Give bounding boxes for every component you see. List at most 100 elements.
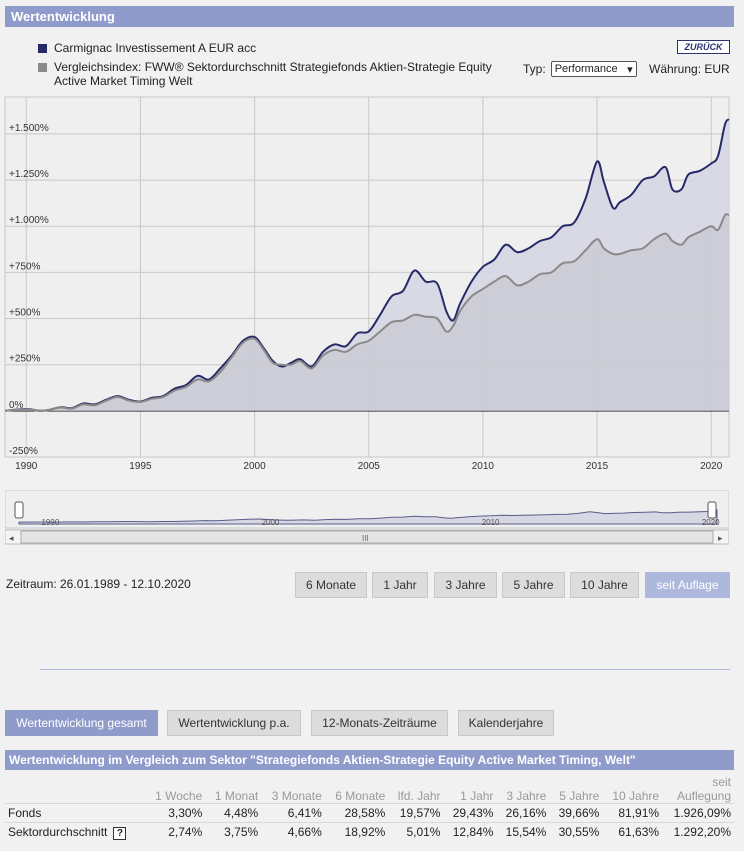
tab-annual-performance[interactable]: Wertentwicklung p.a. (167, 710, 301, 736)
table-cell: 5,01% (388, 821, 444, 842)
table-cell: 81,91% (602, 802, 663, 822)
period-since-inception-button[interactable]: seit Auflage (645, 572, 730, 598)
divider (40, 669, 730, 670)
period-3-years-button[interactable]: 3 Jahre (434, 572, 497, 598)
index-line (4, 213, 730, 412)
navigator-left-handle[interactable] (14, 501, 24, 519)
table-cell: 30,55% (549, 821, 603, 842)
x-tick-label: 2000 (243, 461, 266, 472)
table-cell: 28,58% (324, 802, 389, 822)
column-header: 3 Monate (271, 788, 322, 803)
period-10-years-button[interactable]: 10 Jahre (570, 572, 639, 598)
legend-index-label-line2: Active Market Timing Welt (54, 74, 193, 88)
column-header: 5 Jahre (559, 788, 600, 803)
section-title: Wertentwicklung (11, 9, 115, 24)
scrollbar-grip-icon: III (362, 534, 369, 543)
column-header: 1 Monat (214, 788, 259, 803)
tab-total-performance[interactable]: Wertentwicklung gesamt (5, 710, 158, 736)
table-header: Wertentwicklung im Vergleich zum Sektor … (5, 750, 734, 770)
column-header-line: Auflegung (676, 788, 731, 803)
period-6-months-button[interactable]: 6 Monate (295, 572, 367, 598)
type-label: Typ: (523, 62, 546, 76)
legend-index: Vergleichsindex: FWW® Sektordurchschnitt… (38, 60, 492, 88)
help-icon[interactable]: ? (113, 826, 127, 840)
table-cell: 3,30% (145, 802, 206, 822)
column-header: lfd. Jahr (397, 788, 441, 803)
table-cell: 4,48% (205, 802, 262, 822)
legend-fund-label: Carmignac Investissement A EUR acc (54, 41, 257, 55)
legend-index-text: Vergleichsindex: FWW® Sektordurchschnitt… (54, 60, 492, 88)
currency-label: Währung: EUR (649, 62, 730, 76)
row-label: Fonds (5, 802, 145, 822)
x-tick-label: 1995 (129, 461, 152, 472)
table-cell: 6,41% (261, 802, 325, 822)
period-1-year-button[interactable]: 1 Jahr (372, 572, 428, 598)
series-area-1 (5, 214, 729, 411)
period-label: Zeitraum: 26.01.1989 - 12.10.2020 (6, 577, 191, 591)
navigator-tick-label: 2020 (702, 518, 720, 527)
table-cell: 1.926,09% (662, 802, 734, 822)
tab-calendar-years[interactable]: Kalenderjahre (458, 710, 554, 736)
scroll-left-icon[interactable]: ◂ (9, 533, 14, 543)
type-select[interactable]: Performance ▾ (550, 61, 637, 77)
navigator-svg: 1990 2000 2010 2020 ◂ ▸ III (4, 489, 730, 545)
navigator-tick-label: 2010 (482, 518, 500, 527)
y-tick-label: +750% (9, 261, 41, 272)
column-header-line: seit (712, 774, 731, 789)
type-control: Typ: Performance ▾ (523, 61, 637, 77)
navigator-scrollbar-thumb[interactable] (20, 530, 714, 544)
navigator-labels: 1990 2000 2010 2020 (41, 518, 720, 527)
period-5-years-button[interactable]: 5 Jahre (502, 572, 565, 598)
table-row: Sektordurchschnitt? 2,74% 3,75% 4,66% 18… (5, 821, 734, 842)
navigator-series (18, 509, 718, 525)
chevron-down-icon: ▾ (627, 63, 633, 76)
table-cell: 15,54% (496, 821, 550, 842)
x-tick-label: 2005 (358, 461, 381, 472)
section-header: Wertentwicklung (5, 6, 734, 27)
table-cell: 2,74% (145, 821, 206, 842)
time-navigator[interactable]: 1990 2000 2010 2020 ◂ ▸ III (4, 489, 730, 546)
legend-index-swatch (38, 63, 47, 72)
table-cell: 19,57% (388, 802, 444, 822)
table-cell: 61,63% (602, 821, 663, 842)
column-header: 10 Jahre (612, 788, 660, 803)
column-header-since-inception: seit Auflegung (662, 771, 734, 803)
y-tick-label: -250% (9, 446, 38, 457)
y-tick-label: +500% (9, 308, 41, 319)
legend-fund: Carmignac Investissement A EUR acc (38, 41, 256, 55)
x-tick-label: 1990 (15, 461, 38, 472)
table-header-row: 1 Woche 1 Monat 3 Monate 6 Monate lfd. J… (5, 771, 734, 803)
y-tick-label: +250% (9, 354, 41, 365)
y-tick-label: +1.250% (9, 169, 49, 180)
table-cell: 29,43% (443, 802, 497, 822)
table-cell: 3,75% (205, 821, 262, 842)
tab-12-month-periods[interactable]: 12-Monats-Zeiträume (311, 710, 448, 736)
y-tick-label: 0% (9, 400, 24, 411)
navigator-tick-label: 2000 (262, 518, 280, 527)
performance-table: 1 Woche 1 Monat 3 Monate 6 Monate lfd. J… (5, 771, 734, 842)
y-tick-label: +1.000% (9, 215, 49, 226)
column-header: 1 Jahr (460, 788, 494, 803)
x-axis-labels: 1990 1995 2000 2005 2010 2015 2020 (15, 461, 723, 472)
table-title: Wertentwicklung im Vergleich zum Sektor … (9, 753, 636, 767)
y-tick-label: +1.500% (9, 123, 49, 134)
row-label-cell: Sektordurchschnitt? (5, 821, 145, 842)
type-select-value: Performance (554, 63, 618, 75)
scroll-right-icon[interactable]: ▸ (718, 533, 723, 543)
series-areas (5, 119, 729, 411)
row-label: Sektordurchschnitt (8, 824, 108, 839)
x-tick-label: 2015 (586, 461, 609, 472)
x-tick-label: 2010 (472, 461, 495, 472)
performance-chart: -250% 0% +250% +500% +750% +1.000% +1.250% +1.5… (4, 96, 730, 472)
series-lines (4, 118, 730, 412)
x-tick-label: 2020 (700, 461, 723, 472)
table-cell: 39,66% (549, 802, 603, 822)
y-axis-labels: -250% 0% +250% +500% +750% +1.000% +1.250% +1.5… (9, 123, 49, 457)
table-cell: 26,16% (496, 802, 550, 822)
back-button[interactable]: ZURÜCK (677, 40, 730, 54)
table-cell: 4,66% (261, 821, 325, 842)
legend-fund-swatch (38, 44, 47, 53)
legend-index-label-line1: Vergleichsindex: FWW® Sektordurchschnitt… (54, 60, 492, 74)
navigator-right-handle[interactable] (707, 501, 717, 519)
table-cell: 1.292,20% (662, 821, 734, 842)
